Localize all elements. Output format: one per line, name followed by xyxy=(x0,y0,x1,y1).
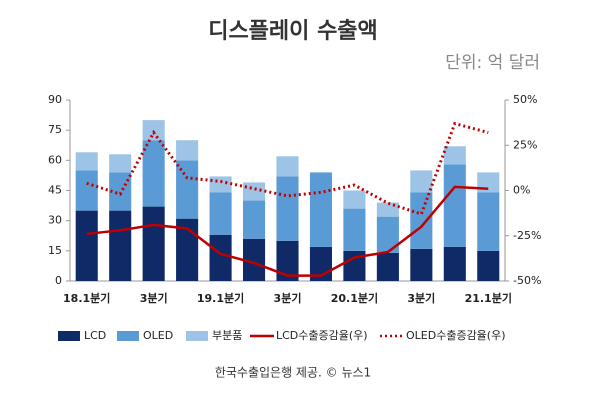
legend-label: OLED수출증감율(우) xyxy=(406,329,506,342)
y2-tick-label: 25% xyxy=(513,138,537,151)
x-tick-label: 3분기 xyxy=(140,291,168,305)
legend-swatch xyxy=(186,331,208,341)
legend-label: 부분품 xyxy=(212,329,242,342)
x-tick-label: 3분기 xyxy=(274,291,302,305)
bar xyxy=(343,190,366,209)
bar xyxy=(176,140,199,161)
bar xyxy=(276,156,299,177)
legend-label: OLED xyxy=(143,329,173,342)
source: 한국수출입은행 제공. © 뉴스1 xyxy=(215,365,371,380)
y-tick-label: 90 xyxy=(48,93,62,106)
bar xyxy=(142,206,165,281)
bar xyxy=(443,246,466,281)
bar xyxy=(142,140,165,207)
bar xyxy=(109,172,132,211)
line xyxy=(86,121,489,216)
bar xyxy=(309,172,333,247)
x-tick-label: 3분기 xyxy=(407,291,435,305)
y-tick-label: 45 xyxy=(48,184,62,197)
unit-label: 단위: 억 달러 xyxy=(445,53,540,73)
bar xyxy=(343,250,366,281)
bar xyxy=(410,170,433,193)
bar xyxy=(443,146,466,165)
y-tick-label: 60 xyxy=(48,153,62,166)
chart-title: 디스플레이 수출액 xyxy=(208,19,378,44)
legend-label: LCD수출증감율(우) xyxy=(276,329,368,342)
y-tick-label: 75 xyxy=(48,123,62,136)
bar xyxy=(209,192,232,235)
bar xyxy=(410,248,433,281)
bar xyxy=(242,182,266,201)
y2-tick-label: 0% xyxy=(513,184,530,197)
bar xyxy=(242,200,266,239)
bar xyxy=(109,210,132,281)
y-tick-label: 15 xyxy=(48,244,62,257)
bar xyxy=(477,250,500,281)
bar xyxy=(443,164,466,247)
bar xyxy=(410,192,433,249)
bar xyxy=(75,170,98,211)
y-tick-label: 30 xyxy=(48,214,62,227)
x-tick-label: 21.1분기 xyxy=(465,291,512,305)
line xyxy=(86,185,489,277)
bar xyxy=(75,210,98,281)
y2-tick-label: -50% xyxy=(513,274,541,287)
y2-tick-label: -25% xyxy=(513,229,541,242)
legend-label: LCD xyxy=(84,329,106,342)
bar xyxy=(343,208,366,251)
legend-swatch xyxy=(117,331,139,341)
bar xyxy=(376,252,399,281)
bar xyxy=(209,234,232,281)
legend-swatch xyxy=(58,331,80,341)
x-tick-label: 19.1분기 xyxy=(197,291,244,305)
bar xyxy=(209,176,232,193)
bar xyxy=(276,240,299,281)
bar xyxy=(376,216,399,253)
bar xyxy=(477,192,500,251)
bar xyxy=(75,152,98,171)
y-tick-label: 0 xyxy=(55,274,62,287)
bar xyxy=(109,154,132,173)
y2-tick-label: 50% xyxy=(513,93,537,106)
x-tick-label: 20.1분기 xyxy=(331,291,378,305)
bar xyxy=(242,238,266,281)
bar xyxy=(276,176,299,241)
x-tick-label: 18.1분기 xyxy=(63,291,110,305)
bar xyxy=(176,160,199,219)
